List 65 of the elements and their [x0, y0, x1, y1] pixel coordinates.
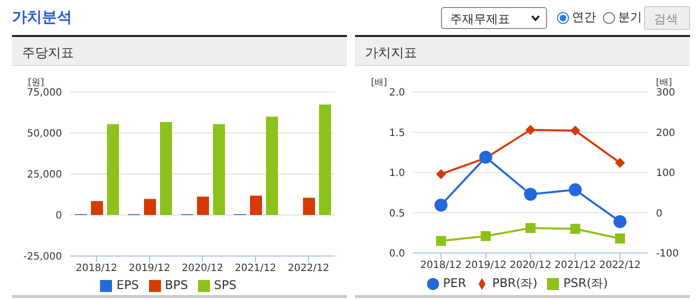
y2-tick-label: 0	[656, 208, 662, 220]
point	[570, 126, 580, 136]
legend-label: BPS	[164, 278, 188, 292]
text: 가치분석	[12, 8, 72, 27]
bar	[91, 201, 103, 215]
x-tick-label: 2018/12	[76, 263, 118, 274]
y-tick-label: -25,000	[23, 252, 62, 263]
y2-tick-label: -100	[656, 248, 679, 260]
y-tick-label: 75,000	[27, 88, 62, 99]
dropdown-select: 주재무제표	[441, 7, 547, 29]
y-tick-label: 2.0	[389, 88, 405, 99]
bar	[319, 104, 331, 215]
x-tick-label: 2019/12	[128, 263, 170, 274]
point	[524, 188, 537, 201]
x-tick-label: 2019/12	[464, 260, 507, 272]
legend-label: SPS	[214, 278, 236, 292]
x-tick-label: 2020/12	[182, 263, 224, 274]
chart-title: 주당지표	[22, 45, 74, 62]
bar	[197, 196, 209, 215]
point	[480, 231, 491, 242]
legend-label: PER	[443, 276, 466, 290]
y-tick-label: 50,000	[27, 128, 62, 140]
bar	[213, 124, 225, 215]
y2-tick-label: 200	[656, 128, 676, 139]
point	[614, 215, 626, 228]
point	[479, 150, 492, 164]
point	[615, 234, 625, 244]
search-button: 검색	[644, 6, 690, 30]
text: 연간	[572, 9, 596, 26]
x-tick-label: 2018/12	[420, 260, 462, 272]
bar	[266, 116, 278, 215]
point	[615, 158, 625, 168]
point	[568, 183, 582, 196]
y-axis-title: [배]	[371, 77, 388, 89]
point	[436, 236, 446, 246]
point	[434, 198, 448, 212]
y2-axis-title: [배]	[656, 77, 672, 88]
x-tick-label: 2021/12	[554, 260, 596, 272]
point	[570, 224, 580, 234]
x-tick-label: 2021/12	[234, 263, 276, 274]
y-axis-title: [원]	[28, 77, 44, 88]
y-tick-label: 0	[56, 210, 62, 222]
bar	[107, 124, 119, 215]
bar	[144, 198, 156, 215]
bar	[250, 196, 262, 215]
text: 분기	[618, 9, 642, 26]
legend-label: EPS	[116, 278, 139, 292]
chart-title: 가치지표	[365, 45, 417, 62]
y-tick-label: 25,000	[27, 170, 62, 181]
y2-tick-label: 100	[656, 168, 676, 180]
bar	[160, 122, 172, 215]
y-tick-label: 1.5	[389, 128, 405, 139]
legend-label: PSR(좌)	[563, 276, 608, 290]
x-tick-label: 2020/12	[510, 260, 552, 272]
y-tick-label: 0.5	[389, 208, 405, 220]
x-tick-label: 2022/12	[288, 263, 330, 274]
bar	[303, 198, 315, 215]
y2-tick-label: 300	[656, 88, 676, 99]
legend-label: PBR(좌)	[492, 276, 538, 290]
point	[526, 223, 536, 234]
y-tick-label: 1.0	[389, 168, 405, 180]
x-tick-label: 2022/12	[599, 260, 641, 272]
point	[436, 169, 446, 180]
point	[526, 124, 536, 135]
y-tick-label: 0.0	[389, 248, 405, 260]
